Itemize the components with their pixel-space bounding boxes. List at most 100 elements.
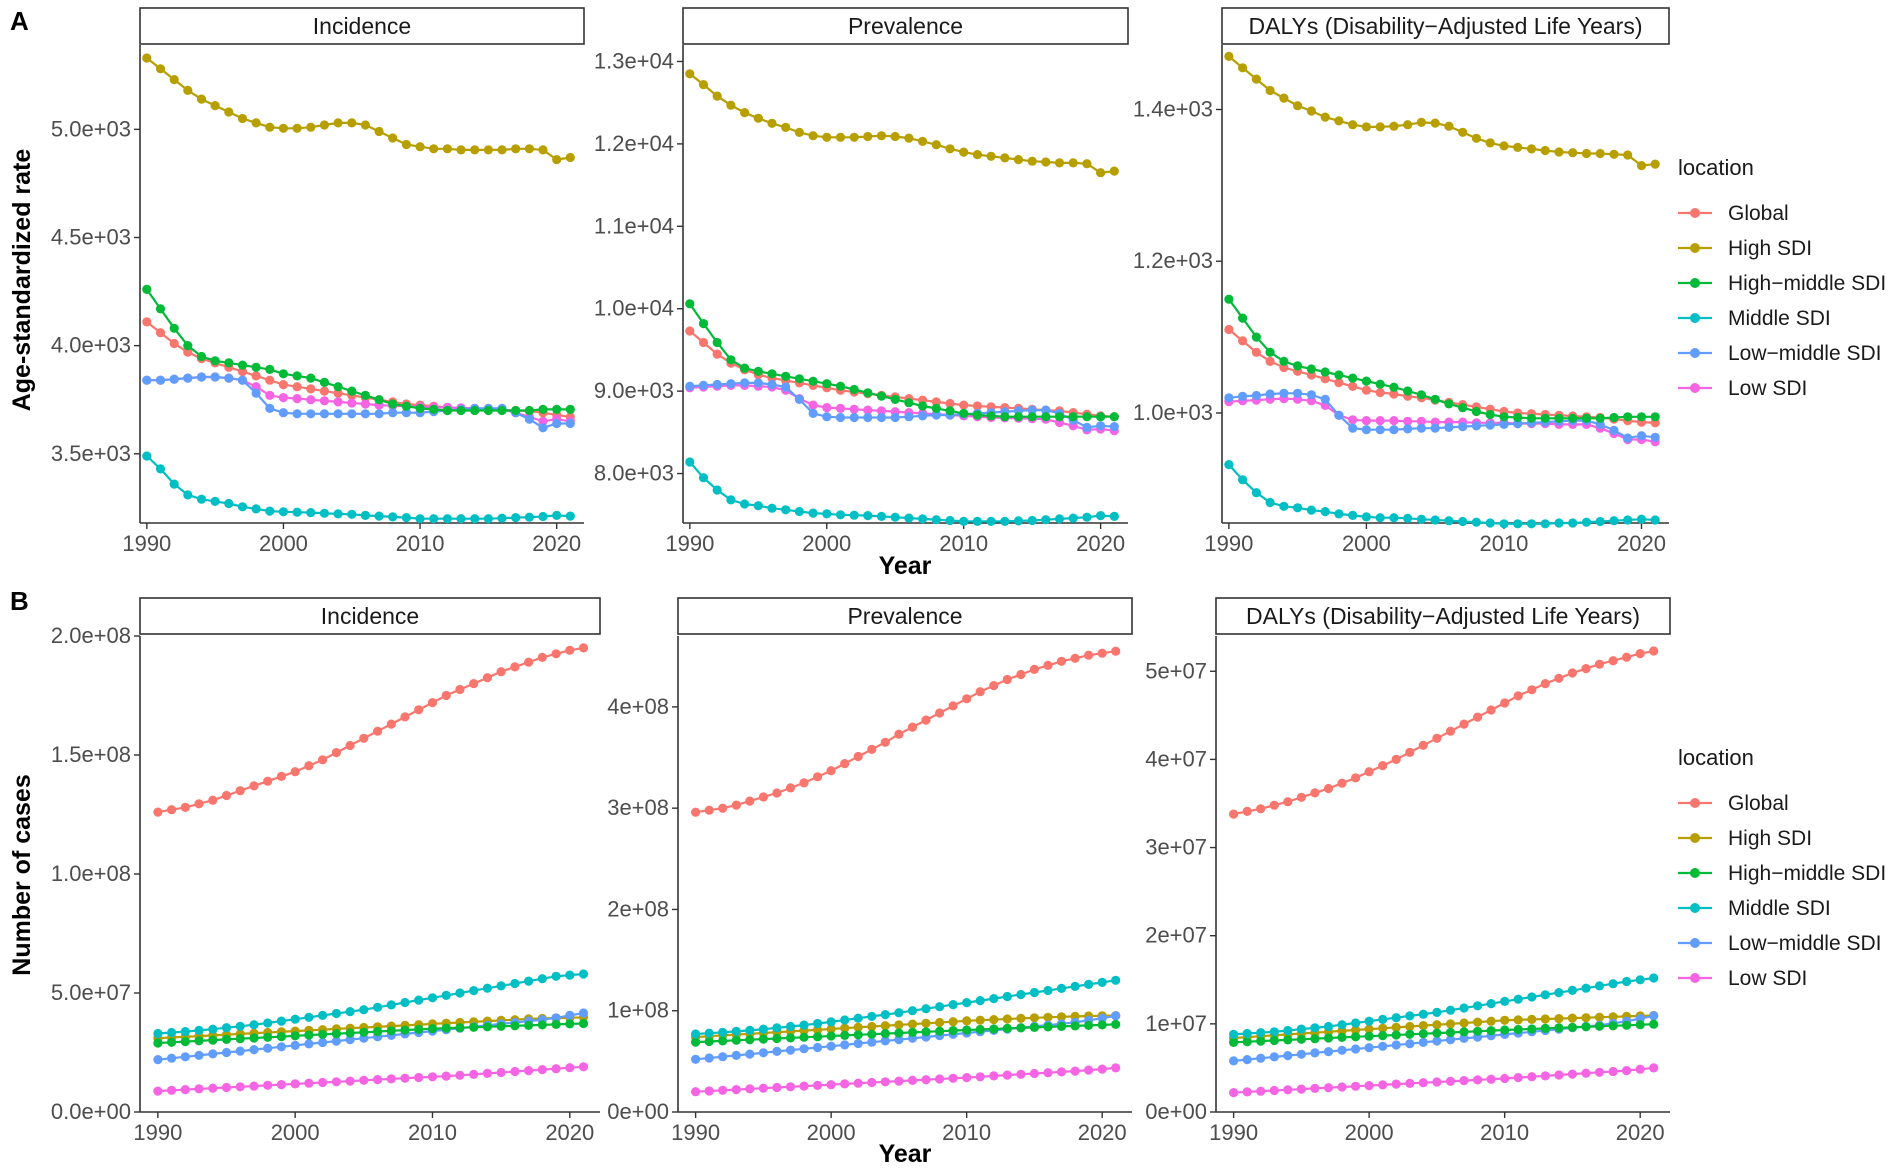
- point-global-2007: [1459, 719, 1469, 729]
- point-high-sdi-1999: [265, 122, 275, 132]
- series-high-middle-sdi: [1224, 294, 1660, 423]
- point-low-middle-sdi-2019: [1623, 433, 1633, 443]
- point-high-middle-sdi-2013: [469, 1022, 479, 1032]
- legend-label-high-middle-sdi: High−middle SDI: [1728, 272, 1886, 295]
- point-global-1991: [1242, 806, 1252, 817]
- point-low-sdi-2014: [1554, 1070, 1564, 1080]
- legend-label-middle-sdi: Middle SDI: [1728, 307, 1831, 330]
- y-axis-title-a: Age-standardized rate: [8, 149, 36, 412]
- point-middle-sdi-1990: [685, 457, 695, 467]
- point-high-middle-sdi-1996: [772, 1033, 782, 1044]
- point-high-sdi-2012: [989, 1015, 999, 1025]
- point-middle-sdi-2011: [1513, 519, 1523, 529]
- point-low-sdi-2001: [304, 1078, 314, 1088]
- legend-key-middle-sdi: [1678, 313, 1712, 323]
- legend-key-low-middle-sdi: [1678, 348, 1712, 358]
- point-high-middle-sdi-2015: [1568, 413, 1578, 423]
- point-low-middle-sdi-1991: [155, 375, 166, 385]
- y-tick-label: 9.0e+03: [594, 378, 674, 403]
- point-global-1990: [685, 326, 695, 336]
- point-high-middle-sdi-2002: [849, 384, 859, 395]
- point-middle-sdi-2013: [1000, 516, 1010, 527]
- point-global-2020: [565, 645, 575, 655]
- point-middle-sdi-1998: [794, 506, 805, 517]
- point-high-middle-sdi-2012: [455, 1023, 465, 1033]
- point-global-1990: [1229, 809, 1239, 819]
- point-low-middle-sdi-2000: [290, 1040, 300, 1050]
- point-middle-sdi-2019: [1084, 979, 1094, 990]
- point-high-middle-sdi-2004: [1418, 1029, 1428, 1039]
- point-high-middle-sdi-1999: [1351, 1032, 1361, 1042]
- point-low-middle-sdi-2021: [1109, 422, 1119, 432]
- point-low-middle-sdi-2003: [1405, 1039, 1415, 1049]
- point-high-sdi-2000: [822, 132, 832, 142]
- point-high-middle-sdi-2013: [1540, 1023, 1550, 1033]
- point-high-middle-sdi-2008: [388, 399, 398, 409]
- point-high-middle-sdi-2008: [1473, 1026, 1483, 1036]
- point-global-2017: [524, 657, 534, 667]
- point-low-sdi-2009: [1486, 1074, 1496, 1084]
- point-middle-sdi-2010: [959, 516, 969, 527]
- point-high-middle-sdi-2000: [822, 379, 832, 389]
- point-middle-sdi-2016: [1581, 517, 1592, 527]
- point-global-1994: [208, 795, 218, 805]
- legend-key-point: [1690, 868, 1700, 878]
- point-low-sdi-2012: [989, 1071, 999, 1081]
- point-low-sdi-2016: [1581, 1068, 1591, 1078]
- point-global-2013: [1540, 679, 1550, 689]
- point-low-middle-sdi-2000: [1364, 1043, 1374, 1053]
- point-high-middle-sdi-1994: [208, 1035, 218, 1045]
- point-middle-sdi-2001: [304, 1012, 314, 1022]
- point-low-sdi-1999: [813, 1080, 823, 1090]
- point-low-middle-sdi-2003: [331, 1036, 341, 1046]
- point-high-sdi-2021: [1109, 166, 1119, 176]
- point-high-middle-sdi-2021: [1649, 1019, 1659, 1029]
- point-low-sdi-2016: [510, 1066, 520, 1077]
- point-middle-sdi-2007: [1459, 1003, 1469, 1013]
- point-middle-sdi-2013: [1002, 991, 1012, 1002]
- point-low-middle-sdi-2002: [849, 412, 859, 423]
- point-middle-sdi-2005: [894, 1008, 904, 1018]
- legend-label-global: Global: [1728, 202, 1789, 225]
- point-middle-sdi-2012: [442, 514, 452, 524]
- point-low-middle-sdi-1997: [237, 375, 248, 385]
- point-high-middle-sdi-2016: [497, 405, 507, 416]
- point-middle-sdi-2021: [1650, 515, 1660, 525]
- point-high-middle-sdi-1997: [237, 360, 248, 370]
- point-global-2004: [880, 737, 890, 747]
- point-high-middle-sdi-2005: [894, 1028, 904, 1038]
- series-line-high-sdi: [1228, 55, 1656, 167]
- point-low-middle-sdi-1998: [799, 1044, 809, 1054]
- point-middle-sdi-2020: [1635, 975, 1645, 985]
- point-high-sdi-2018: [1609, 149, 1619, 159]
- point-middle-sdi-2015: [1029, 987, 1039, 998]
- point-global-2001: [304, 761, 314, 771]
- point-high-middle-sdi-1998: [794, 374, 805, 384]
- legend-label-low-sdi: Low SDI: [1728, 967, 1807, 990]
- point-high-sdi-1998: [251, 118, 261, 128]
- point-global-2016: [510, 662, 520, 672]
- point-low-sdi-1996: [235, 1082, 245, 1092]
- point-high-middle-sdi-2014: [1016, 1023, 1026, 1033]
- point-low-middle-sdi-2004: [345, 1035, 355, 1045]
- point-low-middle-sdi-2000: [278, 408, 288, 418]
- point-low-middle-sdi-1994: [1283, 1051, 1293, 1061]
- point-middle-sdi-2003: [331, 1008, 341, 1019]
- series-high-middle-sdi: [142, 284, 575, 416]
- point-high-middle-sdi-1996: [224, 358, 234, 368]
- point-low-middle-sdi-1992: [169, 374, 179, 384]
- point-low-middle-sdi-2020: [552, 418, 562, 429]
- point-middle-sdi-1999: [1348, 510, 1358, 520]
- point-global-1993: [731, 800, 741, 810]
- point-low-middle-sdi-1998: [263, 1043, 273, 1053]
- point-high-middle-sdi-1996: [767, 369, 777, 379]
- point-high-sdi-2010: [959, 147, 969, 157]
- point-high-middle-sdi-2004: [880, 1029, 890, 1039]
- point-low-sdi-2003: [867, 1077, 877, 1088]
- point-low-middle-sdi-1991: [167, 1053, 177, 1063]
- point-high-middle-sdi-2011: [429, 404, 439, 414]
- point-high-sdi-1993: [1265, 85, 1275, 96]
- point-high-middle-sdi-1991: [1238, 313, 1248, 323]
- point-middle-sdi-2017: [1056, 983, 1067, 994]
- point-middle-sdi-1990: [142, 451, 152, 461]
